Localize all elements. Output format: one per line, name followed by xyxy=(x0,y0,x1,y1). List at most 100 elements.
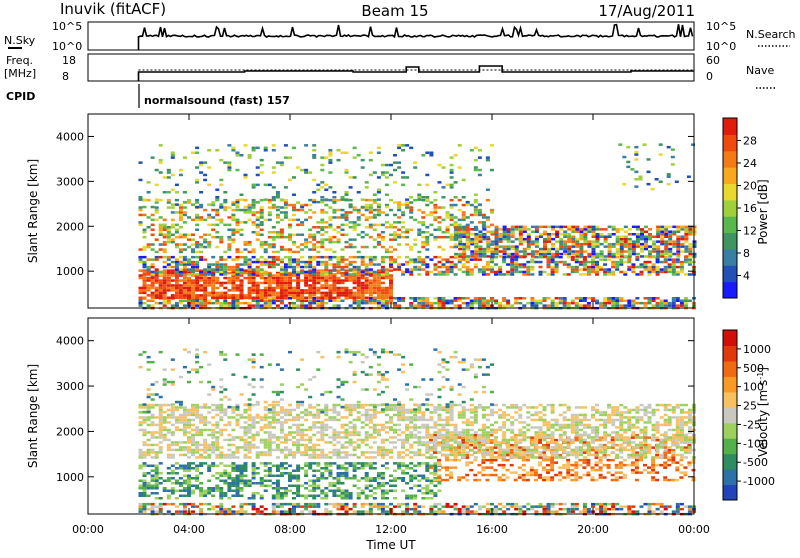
heatmap-cell xyxy=(381,485,385,488)
heatmap-cell xyxy=(567,266,571,269)
heatmap-cell xyxy=(433,451,437,454)
heatmap-cell xyxy=(304,508,308,511)
heatmap-cell xyxy=(639,459,643,462)
heatmap-cell xyxy=(236,248,240,251)
heatmap-cell xyxy=(425,480,429,483)
heatmap-cell xyxy=(446,229,450,232)
heatmap-cell xyxy=(187,470,191,473)
heatmap-cell xyxy=(187,480,191,483)
heatmap-cell xyxy=(437,461,441,464)
heatmap-cell xyxy=(571,505,575,508)
heatmap-cell xyxy=(345,287,349,290)
heatmap-cell xyxy=(397,236,401,239)
heatmap-cell xyxy=(551,271,555,274)
heatmap-cell xyxy=(272,266,276,269)
heatmap-cell xyxy=(522,304,526,307)
heatmap-cell xyxy=(619,304,623,307)
heatmap-cell xyxy=(413,266,417,269)
heatmap-cell xyxy=(527,245,531,248)
heatmap-cell xyxy=(393,268,397,271)
heatmap-cell xyxy=(596,233,600,236)
heatmap-cell xyxy=(473,459,477,462)
heatmap-cell xyxy=(582,461,586,464)
heatmap-cell xyxy=(389,292,393,295)
heatmap-cell xyxy=(159,284,163,287)
heatmap-cell xyxy=(462,297,466,300)
heatmap-cell xyxy=(341,465,345,468)
heatmap-cell xyxy=(139,429,143,432)
heatmap-cell xyxy=(401,472,405,475)
heatmap-cell xyxy=(389,209,393,212)
heatmap-cell xyxy=(345,503,349,506)
heatmap-cell xyxy=(651,476,655,479)
heatmap-cell xyxy=(571,510,575,513)
heatmap-cell xyxy=(583,243,587,246)
heatmap-cell xyxy=(377,300,381,303)
heatmap-cell xyxy=(530,302,534,305)
heatmap-cell xyxy=(231,203,235,206)
heatmap-cell xyxy=(393,470,397,473)
heatmap-cell xyxy=(667,183,671,186)
heatmap-cell xyxy=(199,277,203,280)
heatmap-cell xyxy=(304,289,308,292)
heatmap-cell xyxy=(139,495,143,498)
heatmap-cell xyxy=(337,199,341,202)
heatmap-cell xyxy=(159,159,163,162)
heatmap-cell xyxy=(381,292,385,295)
heatmap-cell xyxy=(187,297,191,300)
heatmap-cell xyxy=(527,236,531,239)
heatmap-cell xyxy=(442,258,446,261)
heatmap-cell xyxy=(268,292,272,295)
heatmap-cell xyxy=(514,297,518,300)
heatmap-cell xyxy=(587,508,591,511)
heatmap-cell xyxy=(611,446,615,449)
heatmap-cell xyxy=(175,229,179,232)
heatmap-cell xyxy=(519,238,523,241)
heatmap-cell xyxy=(284,472,288,475)
heatmap-cell xyxy=(353,238,357,241)
heatmap-cell xyxy=(494,505,498,508)
heatmap-cell xyxy=(337,482,341,485)
heatmap-cell xyxy=(458,226,462,229)
heatmap-cell xyxy=(155,287,159,290)
heatmap-cell xyxy=(684,236,688,239)
heatmap-cell xyxy=(397,256,401,259)
heatmap-cell xyxy=(264,289,268,292)
heatmap-cell xyxy=(555,250,559,253)
colorbar-tick-label: 24 xyxy=(743,157,757,170)
heatmap-cell xyxy=(401,214,405,217)
heatmap-cell xyxy=(248,204,252,207)
heatmap-cell xyxy=(603,304,607,307)
heatmap-cell xyxy=(353,279,357,282)
heatmap-cell xyxy=(495,233,499,236)
heatmap-cell xyxy=(280,234,284,237)
heatmap-cell xyxy=(389,226,393,229)
heatmap-cell xyxy=(175,490,179,493)
heatmap-cell xyxy=(231,470,235,473)
heatmap-cell xyxy=(389,284,393,287)
heatmap-cell xyxy=(361,258,365,261)
heatmap-cell xyxy=(312,179,316,182)
heatmap-cell xyxy=(680,250,684,253)
heatmap-cell xyxy=(312,238,316,241)
heatmap-cell xyxy=(292,485,296,488)
heatmap-cell xyxy=(522,456,526,459)
heatmap-cell xyxy=(518,271,522,274)
heatmap-cell xyxy=(611,304,615,307)
heatmap-cell xyxy=(526,273,530,276)
heatmap-cell xyxy=(632,240,636,243)
heatmap-cell xyxy=(147,300,151,303)
heatmap-cell xyxy=(510,266,514,269)
heatmap-cell xyxy=(155,467,159,470)
heatmap-cell xyxy=(409,302,413,305)
heatmap-cell xyxy=(324,221,328,224)
heatmap-cell xyxy=(272,487,276,490)
heatmap-cell xyxy=(365,480,369,483)
heatmap-cell xyxy=(183,243,187,246)
heatmap-cell xyxy=(337,503,341,506)
heatmap-cell xyxy=(248,287,252,290)
heatmap-cell xyxy=(328,199,332,202)
heatmap-cell xyxy=(627,302,631,305)
heatmap-cell xyxy=(284,304,288,307)
heatmap-cell xyxy=(187,199,191,202)
